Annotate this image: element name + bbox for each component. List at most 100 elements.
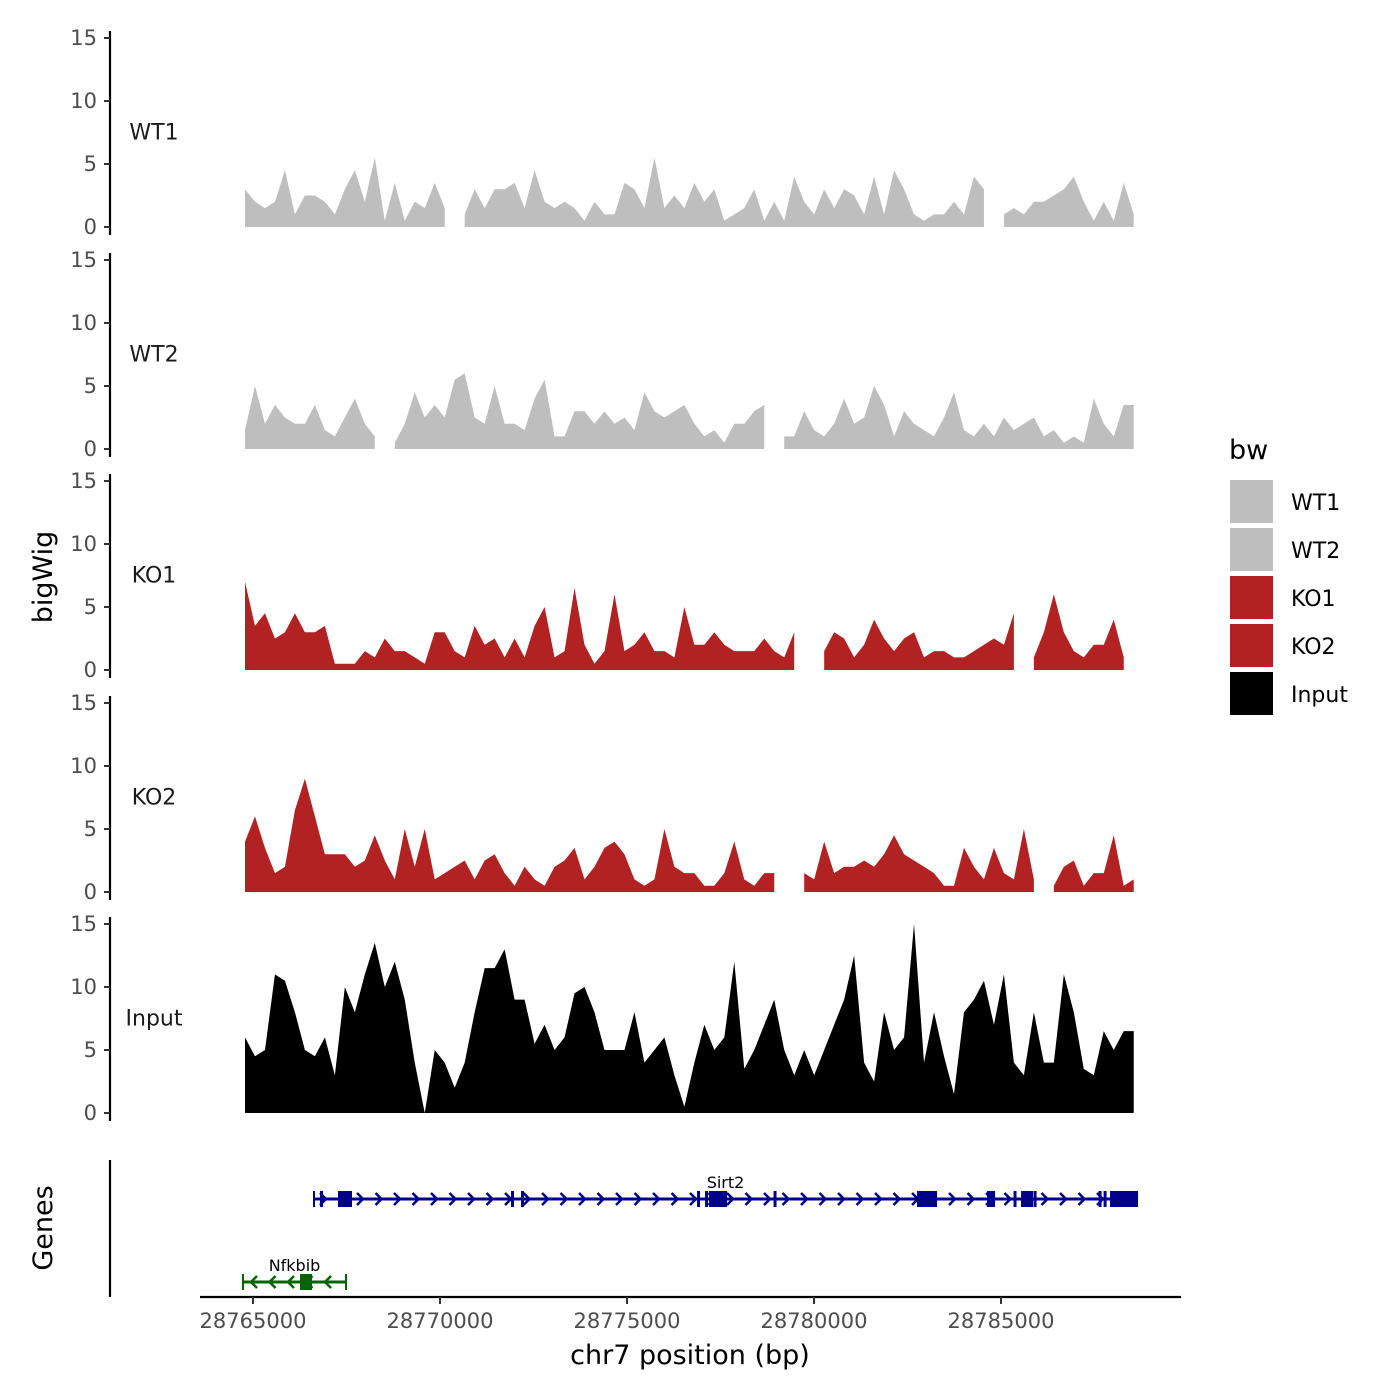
strand-arrow-right-icon <box>1040 1192 1050 1206</box>
coverage-area <box>804 829 1034 892</box>
strand-arrow-right-icon <box>1077 1192 1087 1206</box>
x-tick-label: 28775000 <box>574 1309 681 1333</box>
strand-arrow-right-icon <box>966 1192 976 1206</box>
strand-arrow-right-icon <box>874 1192 883 1206</box>
strand-arrow-left-icon <box>323 1275 332 1289</box>
y-tick-label: 0 <box>84 658 97 682</box>
y-tick-label: 5 <box>84 152 97 176</box>
y-tick-label: 0 <box>84 437 97 461</box>
strand-arrow-right-icon <box>948 1192 957 1206</box>
strand-arrow-right-icon <box>781 1192 791 1206</box>
gene-exon <box>709 1191 728 1207</box>
y-tick-label: 15 <box>70 26 97 50</box>
legend-title: bw <box>1229 435 1268 466</box>
x-axis-title: chr7 position (bp) <box>570 1340 810 1371</box>
track-label: WT1 <box>129 121 178 146</box>
strand-arrow-right-icon <box>800 1192 809 1206</box>
gene-exon <box>320 1191 324 1207</box>
gene-exon <box>300 1274 313 1290</box>
gene-track: Sirt2 Nfkbib <box>108 1160 1139 1297</box>
y-tick-label: 15 <box>70 912 97 936</box>
gene-exon <box>773 1191 777 1207</box>
gene-exon <box>987 1191 996 1207</box>
strand-arrow-right-icon <box>411 1192 421 1206</box>
legend-label: WT1 <box>1291 491 1340 516</box>
strand-arrow-right-icon <box>1003 1192 1013 1206</box>
legend-key-ko2 <box>1230 624 1273 667</box>
legend-label: Input <box>1291 683 1348 708</box>
strand-arrow-right-icon <box>485 1192 495 1206</box>
gene-exon <box>1013 1191 1017 1207</box>
coverage-area <box>394 373 765 449</box>
strand-arrow-right-icon <box>652 1192 661 1206</box>
track-ko2: 0 5 10 15 KO2 <box>70 691 1134 904</box>
y-tick-label: 5 <box>84 595 97 619</box>
y-tick-label: 10 <box>70 975 97 999</box>
gene-label: Nfkbib <box>269 1256 321 1275</box>
coverage-area <box>784 386 1134 449</box>
strand-arrow-right-icon <box>670 1192 680 1206</box>
coverage-area <box>1003 176 1134 227</box>
coverage-area <box>1053 835 1134 892</box>
y-tick-label: 5 <box>84 817 97 841</box>
strand-arrow-right-icon <box>892 1192 902 1206</box>
strand-arrow-right-icon <box>356 1192 365 1206</box>
y-tick-label: 15 <box>70 691 97 715</box>
strand-arrow-right-icon <box>559 1192 569 1206</box>
strand-arrow-right-icon <box>818 1192 828 1206</box>
y-axis-title: bigWig <box>28 531 59 624</box>
strand-arrow-right-icon <box>522 1192 532 1206</box>
gene-exon <box>917 1191 938 1207</box>
coverage-area <box>244 924 1134 1113</box>
track-ko1: 0 5 10 15 KO1 <box>70 469 1124 682</box>
strand-arrow-right-icon <box>430 1192 439 1206</box>
track-label: KO2 <box>132 786 177 811</box>
strand-arrow-right-icon <box>578 1192 587 1206</box>
track-wt1: 0 5 10 15 WT1 <box>70 26 1134 239</box>
gene-exon <box>705 1191 709 1207</box>
y-tick-label: 5 <box>84 1038 97 1062</box>
coverage-area <box>244 778 775 892</box>
gene-exon <box>338 1191 352 1207</box>
strand-arrow-right-icon <box>837 1192 846 1206</box>
y-tick-label: 10 <box>70 532 97 556</box>
strand-arrow-right-icon <box>1059 1192 1068 1206</box>
genes-axis-title: Genes <box>28 1185 59 1270</box>
x-tick-label: 28770000 <box>387 1309 494 1333</box>
gene-exon <box>1110 1191 1138 1207</box>
coverage-area <box>244 157 445 227</box>
legend-label: KO1 <box>1291 587 1336 612</box>
strand-arrow-right-icon <box>393 1192 402 1206</box>
track-label: KO1 <box>132 564 177 589</box>
y-tick-label: 15 <box>70 469 97 493</box>
gene-exon <box>1033 1191 1037 1207</box>
y-tick-label: 10 <box>70 311 97 335</box>
coverage-area <box>1033 594 1124 670</box>
strand-arrow-left-icon <box>249 1275 258 1289</box>
track-input: 0 5 10 15 Input <box>70 912 1134 1125</box>
legend-key-wt1 <box>1230 480 1273 523</box>
coverage-area <box>464 157 984 227</box>
gene-exon <box>1021 1191 1034 1207</box>
y-tick-label: 0 <box>84 1101 97 1125</box>
strand-arrow-right-icon <box>689 1192 698 1206</box>
y-tick-label: 0 <box>84 215 97 239</box>
gene-nfkbib: Nfkbib <box>242 1256 348 1290</box>
y-tick-label: 0 <box>84 880 97 904</box>
strand-arrow-left-icon <box>286 1275 295 1289</box>
strand-arrow-right-icon <box>633 1192 643 1206</box>
strand-arrow-right-icon <box>541 1192 550 1206</box>
x-axis: 28765000 28770000 28775000 28780000 28785000 <box>200 1295 1181 1333</box>
y-tick-label: 5 <box>84 374 97 398</box>
legend-label: KO2 <box>1291 635 1336 660</box>
strand-arrow-right-icon <box>596 1192 606 1206</box>
strand-arrow-right-icon <box>855 1192 865 1206</box>
strand-arrow-right-icon <box>467 1192 476 1206</box>
strand-arrow-right-icon <box>763 1192 772 1206</box>
legend-key-ko1 <box>1230 576 1273 619</box>
legend: WT1 WT2 KO1 KO2 Input <box>1230 480 1348 715</box>
coverage-area <box>244 581 795 670</box>
gene-sirt2: Sirt2 <box>312 1173 1139 1207</box>
track-label: Input <box>126 1007 183 1032</box>
